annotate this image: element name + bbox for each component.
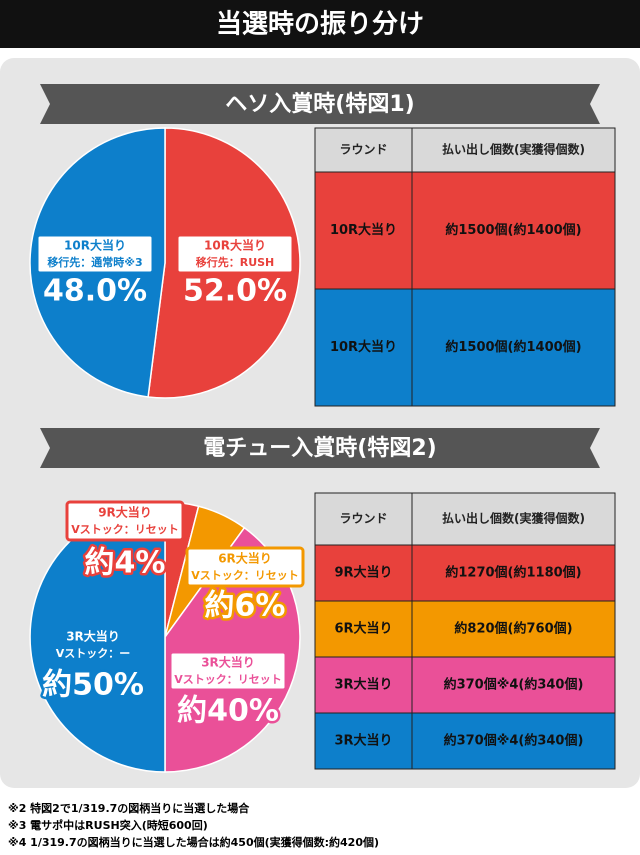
- table-cell: 約1270個(約1180個): [445, 565, 581, 581]
- table-cell: 約1500個(約1400個): [445, 339, 581, 355]
- value-label: 52.0%: [183, 274, 287, 309]
- value-label: 約40%: [177, 694, 279, 729]
- section-title: 電チュー入賞時(特図2): [203, 435, 436, 461]
- slice-sublabel: Vストック：リセット: [71, 523, 179, 536]
- table-header: [314, 492, 616, 546]
- title-bar: [0, 0, 640, 48]
- table-cell: 約1500個(約1400個): [445, 222, 581, 238]
- label-box: [65, 500, 185, 542]
- value-label: 約50%: [42, 668, 144, 703]
- table-header-cell: 払い出し個数(実獲得個数): [442, 142, 585, 157]
- table-header-cell: 払い出し個数(実獲得個数): [442, 511, 585, 526]
- footnote: ※2 特図2で1/319.7の図柄当りに当選した場合: [8, 801, 250, 815]
- slice-sublabel: Vストック：リセット: [174, 673, 282, 686]
- label-box: [35, 233, 155, 275]
- table-cell: 約370個※4(約340個): [444, 733, 584, 749]
- page-title: 当選時の振り分け: [216, 10, 424, 40]
- slice-label: 9R大当り: [98, 505, 152, 520]
- slice-sublabel: Vストック：ー: [56, 647, 131, 660]
- section-title: ヘソ入賞時(特図1): [225, 91, 414, 117]
- table-cell: 10R大当り: [330, 222, 397, 238]
- table-row: [314, 288, 616, 407]
- footnote: ※4 1/319.7の図柄当りに当選した場合は約450個(実獲得個数:約420個…: [8, 835, 379, 849]
- slice-label: 10R大当り: [204, 238, 266, 253]
- label-box: [185, 546, 305, 588]
- table-header: [314, 127, 616, 173]
- section-banner: [40, 428, 600, 468]
- table-cell: 約370個※4(約340個): [444, 677, 584, 693]
- slice-sublabel: 移行先：RUSH: [196, 255, 275, 269]
- slice-sublabel: Vストック：リセット: [191, 569, 299, 582]
- table-row: [314, 600, 616, 658]
- table-cell: 6R大当り: [334, 621, 392, 637]
- slice-label: 10R大当り: [64, 238, 126, 253]
- footnote: ※3 電サポ中はRUSH突入(時短600回): [8, 818, 208, 832]
- table-cell: 3R大当り: [334, 733, 392, 749]
- label-box: [175, 233, 295, 275]
- table-cell: 9R大当り: [334, 565, 392, 581]
- slice-label: 6R大当り: [218, 551, 272, 566]
- table-row: [314, 712, 616, 770]
- table-cell: 約820個(約760個): [454, 621, 572, 637]
- value-label: 約6%: [205, 589, 286, 624]
- value-label: 約4%: [85, 546, 166, 581]
- value-label: 48.0%: [43, 274, 147, 309]
- table-cell: 3R大当り: [334, 677, 392, 693]
- table-row: [314, 171, 616, 290]
- label-box: [168, 650, 288, 692]
- slice-label: 3R大当り: [201, 655, 255, 670]
- table-cell: 10R大当り: [330, 339, 397, 355]
- slice-label: 3R大当り: [66, 629, 120, 644]
- table-header-cell: ラウンド: [339, 143, 387, 157]
- slice-sublabel: 移行先：通常時※3: [47, 255, 142, 269]
- section-banner: [40, 84, 600, 124]
- table-row: [314, 656, 616, 714]
- table-row: [314, 544, 616, 602]
- table-header-cell: ラウンド: [339, 512, 387, 526]
